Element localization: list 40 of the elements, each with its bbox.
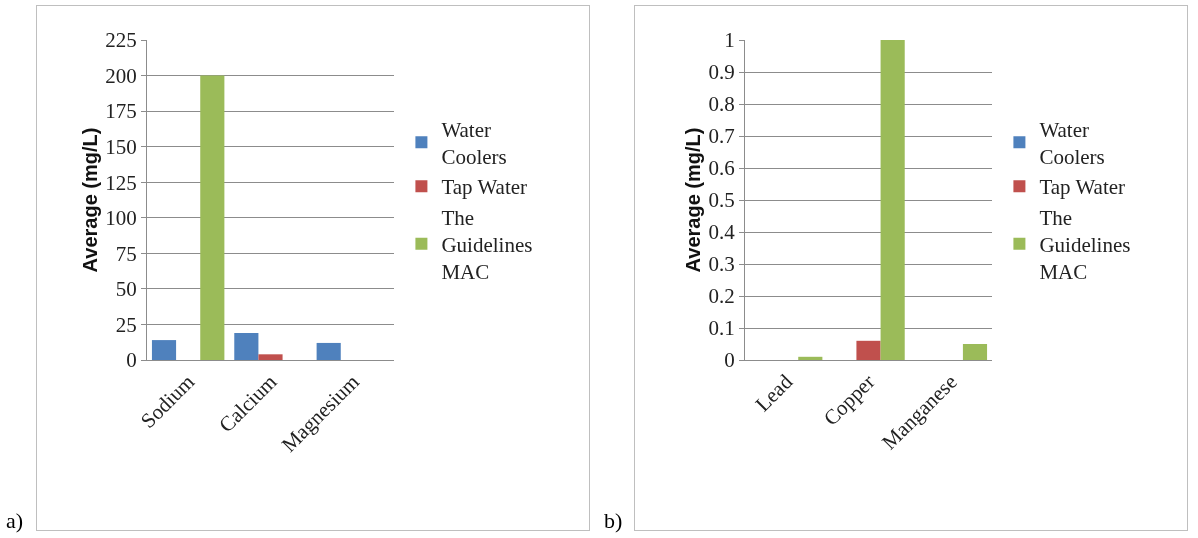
y-axis-title: Average (mg/L) [682,127,705,273]
y-tick-label: 0.8 [708,92,735,117]
y-tick-label: 150 [105,135,137,160]
bar [151,340,177,360]
y-tick-label: 0.1 [708,316,735,341]
legend-label: Water Coolers [1039,117,1105,170]
y-tick-label: 75 [115,241,137,266]
y-tick-label: 0.3 [708,252,735,277]
y-tick-label: 125 [105,170,137,195]
y-tick-label: 0.9 [708,60,735,85]
legend-label: Tap Water [441,175,528,200]
y-tick-label: 1 [724,28,735,53]
legend-label: Water Coolers [441,117,507,170]
y-tick-label: 25 [115,312,137,337]
text: b) [604,508,623,534]
legend-label: Tap Water [1039,175,1126,200]
y-tick-label: 0.4 [708,220,736,245]
bar [258,354,283,360]
y-tick-label: 200 [105,63,137,88]
bar [856,340,881,360]
y-tick-label: 0 [126,348,137,373]
bar [234,332,259,360]
y-tick-label: 175 [105,99,137,124]
y-tick-label: 0.5 [708,188,735,213]
y-tick-label: 0.6 [708,156,735,181]
bar [316,342,341,360]
y-tick-label: 0.2 [708,284,735,309]
y-tick-label: 50 [115,277,137,302]
y-tick-label: 100 [105,206,137,231]
bar [880,40,905,360]
legend-label: The Guidelines MAC [1039,205,1131,285]
legend-label: The Guidelines MAC [441,205,533,285]
text: a) [6,508,24,534]
y-tick-label: 225 [105,28,137,53]
y-tick-label: 0.7 [708,124,735,149]
bar [798,356,823,360]
bar [962,344,988,360]
y-tick-label: 0 [724,348,735,373]
bar [200,75,225,360]
y-axis-title: Average (mg/L) [78,127,101,273]
